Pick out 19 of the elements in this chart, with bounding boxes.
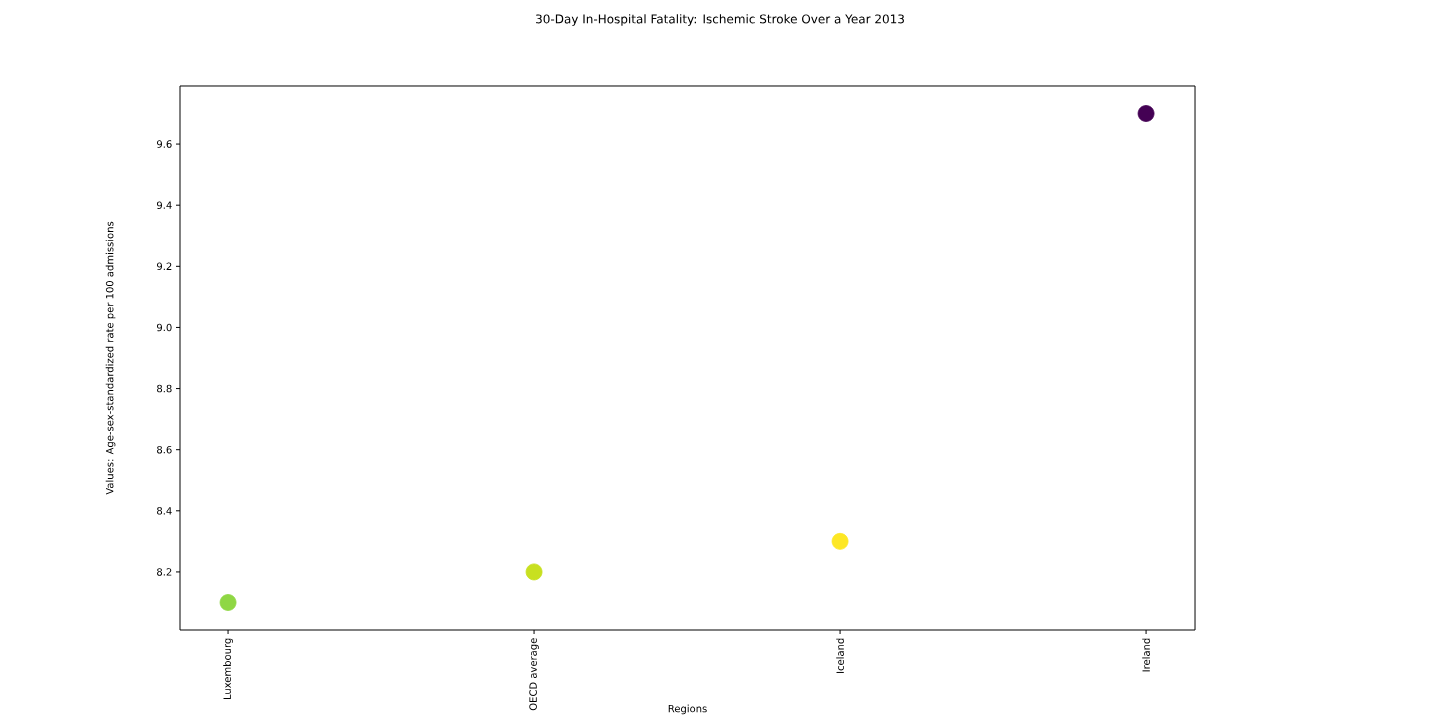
point [1137,105,1155,122]
x-tick-label: Luxembourg [223,638,233,700]
point [525,563,543,581]
y-tick-label: 8.2 [157,568,172,576]
y-tick-label: 8.6 [157,445,172,454]
x-axis-title: Regions [668,704,707,715]
point [831,532,849,550]
y-tick-label: 9.4 [157,201,172,209]
x-tick-label: Iceland [836,638,844,673]
y-tick-label: 8.8 [157,384,172,393]
y-tick-label: 9.6 [157,140,172,148]
x-tick-label: Ireland [1142,638,1150,672]
y-axis-title: Values: Age-sex-standardized rate per 100 admissions [105,221,116,495]
point [219,594,237,611]
y-tick-label: 8.4 [157,507,172,515]
y-tick-label: 9.0 [157,323,172,332]
x-tick-label: OECD average [529,638,539,711]
y-tick-label: 9.2 [157,262,172,271]
chart-title: 30-Day In-Hospital Fatality: Ischemic Stroke Over a Year 2013 [536,14,904,26]
